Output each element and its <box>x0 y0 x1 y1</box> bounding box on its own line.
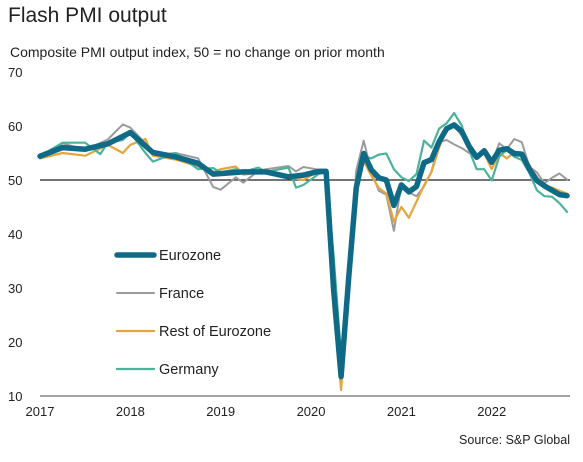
series-line-germany <box>38 111 569 358</box>
y-tick-label: 70 <box>8 65 22 80</box>
legend-label: France <box>159 286 204 302</box>
legend-label: Rest of Eurozone <box>159 324 271 340</box>
legend-label: Germany <box>159 362 219 378</box>
x-tick-label: 2019 <box>206 404 235 419</box>
series-line-rest-of-eurozone <box>38 124 569 391</box>
y-tick-label: 50 <box>8 173 22 188</box>
chart-subtitle: Composite PMI output index, 50 = no chan… <box>10 44 385 60</box>
x-tick-label: 2017 <box>26 404 55 419</box>
y-tick-label: 40 <box>8 227 22 242</box>
x-tick-label: 2021 <box>387 404 416 419</box>
y-tick-label: 20 <box>8 335 22 350</box>
x-tick-label: 2018 <box>116 404 145 419</box>
y-tick-label: 60 <box>8 119 22 134</box>
x-tick-label: 2022 <box>477 404 506 419</box>
legend-label: Eurozone <box>159 248 221 264</box>
series-line-eurozone <box>37 122 570 380</box>
source-note: Source: S&P Global <box>459 433 570 447</box>
y-tick-label: 10 <box>8 389 22 404</box>
x-tick-label: 2020 <box>297 404 326 419</box>
y-tick-label: 30 <box>8 281 22 296</box>
chart-title: Flash PMI output <box>8 4 167 27</box>
